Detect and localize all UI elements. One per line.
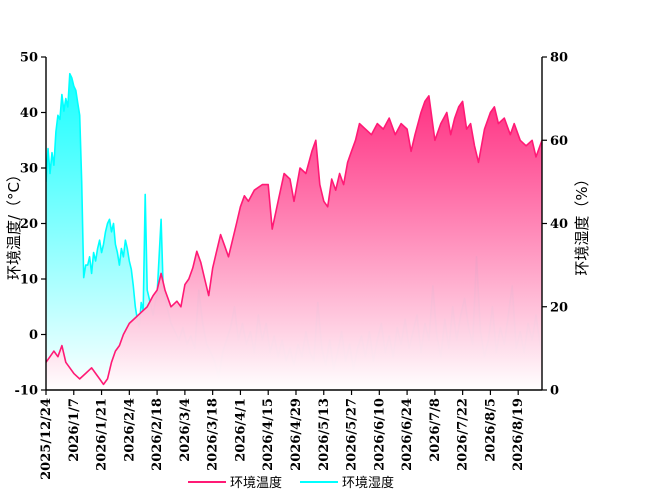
x-tick-label: 2026/4/1 [233, 398, 248, 462]
x-tick-label: 2026/5/27 [345, 398, 360, 471]
y-left-tick-label: 40 [20, 106, 38, 121]
y-right-tick-label: 40 [550, 217, 568, 232]
x-tick-label: 2026/3/4 [178, 398, 193, 462]
x-tick-label: 2026/2/18 [150, 398, 165, 471]
y-right-tick-label: 60 [550, 134, 568, 149]
temperature-area [46, 95, 542, 390]
plot-area [46, 72, 542, 390]
y-left-tick-label: -10 [15, 384, 39, 399]
x-tick-label: 2026/3/18 [206, 398, 221, 471]
y-left-tick-label: 20 [20, 217, 38, 232]
y-left-tick-label: 0 [29, 328, 38, 343]
x-tick-label: 2026/6/24 [400, 398, 415, 471]
x-tick-label: 2026/7/8 [428, 398, 443, 462]
y-left-tick-label: 30 [20, 162, 38, 177]
x-tick-label: 2026/7/22 [456, 398, 471, 471]
x-tick-label: 2026/8/5 [483, 398, 498, 462]
x-tick-label: 2026/1/7 [67, 398, 82, 462]
y-right-tick-label: 0 [550, 384, 559, 399]
x-tick-label: 2026/4/29 [289, 398, 304, 471]
x-tick-label: 2026/4/15 [261, 398, 276, 471]
y-right-tick-label: 80 [550, 51, 568, 66]
axes: -10 0 10 20 30 40 50 0 20 40 60 80 2025/12/24 2026/1/… [15, 51, 569, 480]
y-axis-right-title: 环境湿度（%） [573, 171, 591, 275]
legend: 环境温度 环境湿度 [188, 475, 394, 491]
y-left-tick-label: 50 [20, 51, 38, 66]
x-tick-label: 2026/2/4 [122, 398, 137, 462]
y-axis-left-title: 环境温度/（°C） [5, 167, 23, 280]
x-tick-label: 2026/8/19 [511, 398, 526, 471]
x-tick-label: 2026/1/21 [95, 398, 110, 471]
x-tick-label: 2025/12/24 [39, 398, 54, 480]
x-tick-label: 2026/6/10 [372, 398, 387, 471]
x-tick-label: 2026/5/13 [317, 398, 332, 471]
legend-label-humidity: 环境湿度 [342, 475, 394, 491]
y-right-tick-label: 20 [550, 300, 568, 315]
temperature-line [46, 95, 542, 386]
legend-label-temperature: 环境温度 [230, 475, 282, 491]
y-left-tick-label: 10 [20, 273, 38, 288]
